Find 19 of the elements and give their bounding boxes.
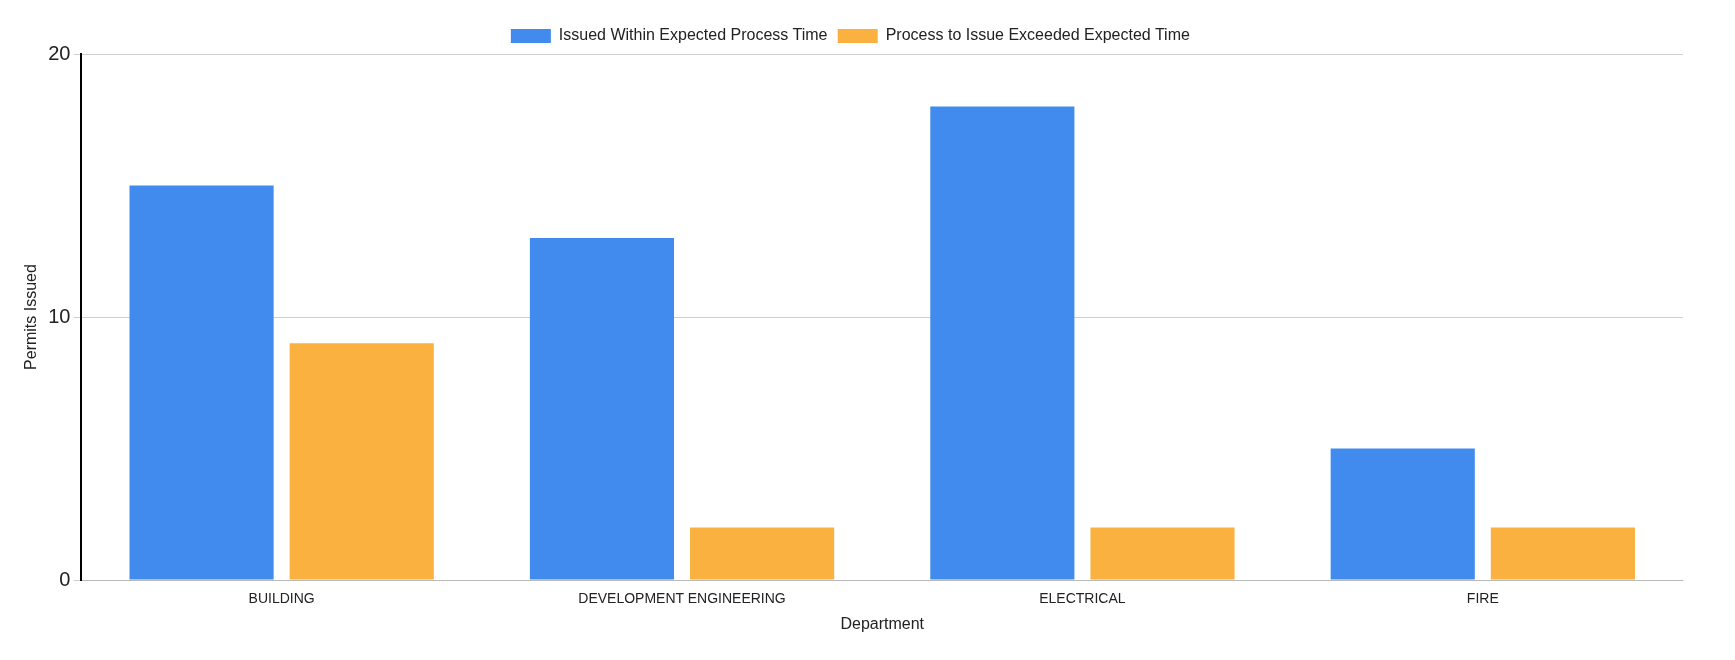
bar [1490,527,1635,580]
y-tick-label: 0 [59,567,71,590]
x-tick-label: BUILDING [248,590,315,607]
y-tick-label: 20 [48,41,71,64]
bar [690,527,835,580]
y-axis-title: Permits Issued [22,264,40,370]
legend-label: Process to Issue Exceeded Expected Time [885,26,1190,44]
bar [930,106,1075,580]
bar [1090,527,1235,580]
y-tick-label: 10 [48,304,71,327]
bar [129,185,274,580]
legend-label: Issued Within Expected Process Time [558,26,828,44]
bar [1330,448,1475,580]
x-tick-label: FIRE [1466,590,1499,607]
bar [289,343,434,580]
x-axis-title: Department [840,614,925,632]
x-tick-label: DEVELOPMENT ENGINEERING [578,590,786,607]
x-tick-label: ELECTRICAL [1039,590,1126,607]
bar [529,238,675,580]
